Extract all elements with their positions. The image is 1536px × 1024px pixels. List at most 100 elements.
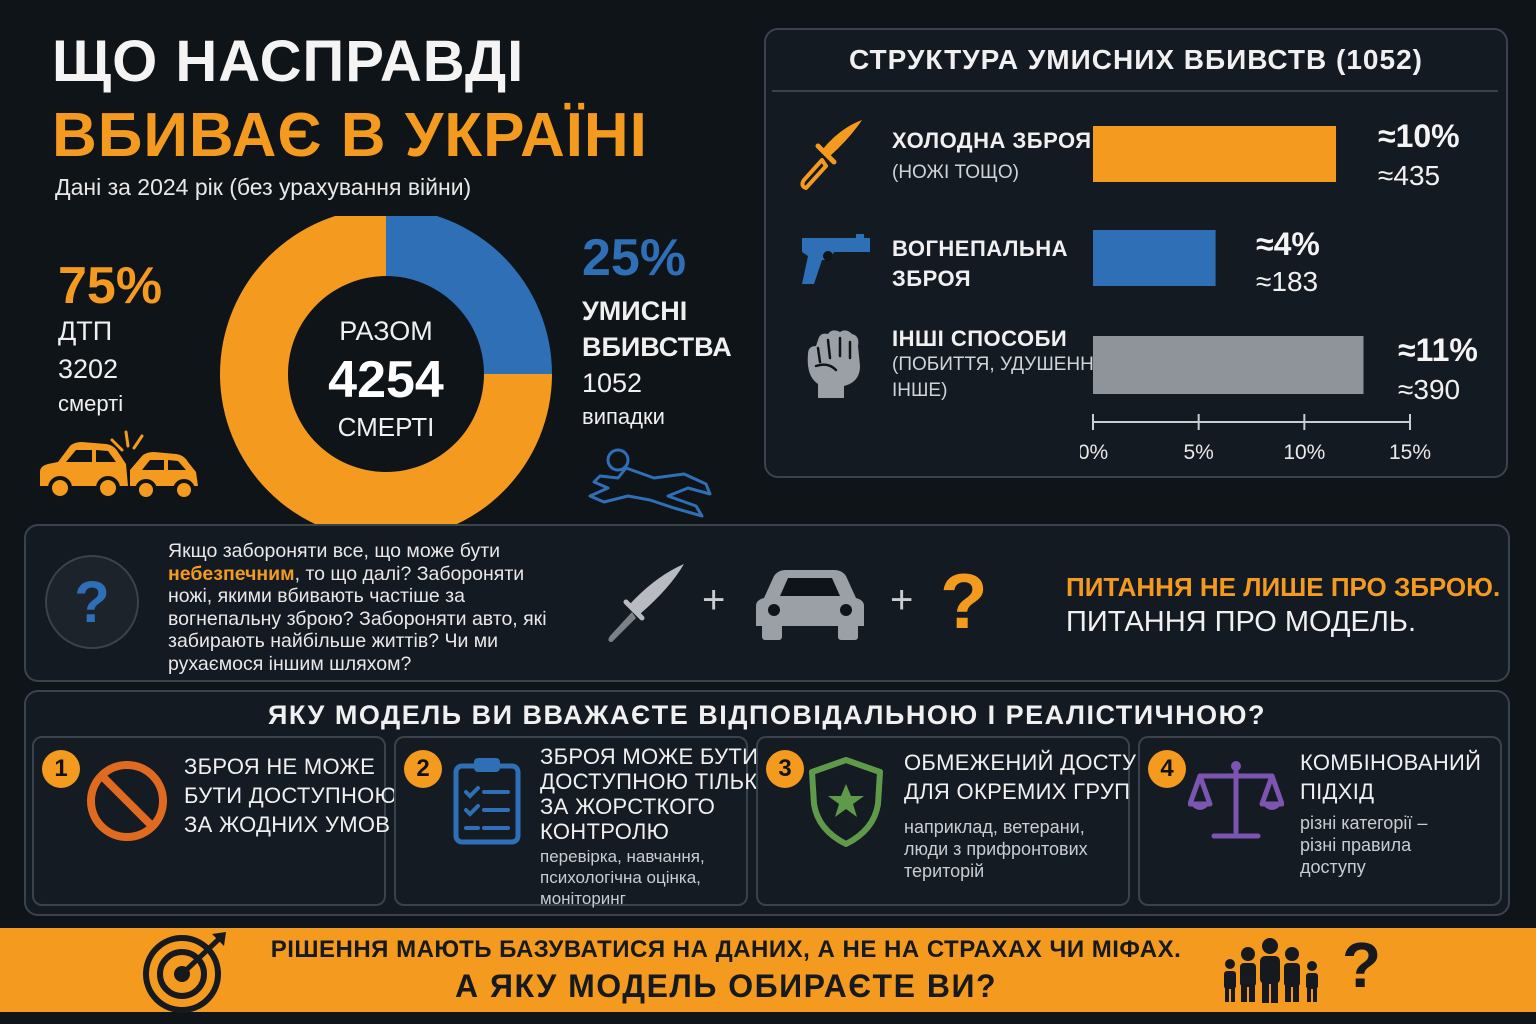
- model-note-3: наприклад, ветерани, люди з прифронтових…: [904, 816, 1088, 882]
- model-number-4: 4: [1148, 750, 1186, 788]
- model-note-2: перевірка, навчання, психологічна оцінка…: [540, 846, 705, 909]
- pistol-icon: [802, 234, 870, 284]
- model-title-2-line1: ЗБРОЯ МОЖЕ БУТИ: [540, 744, 759, 769]
- shield-star-icon: [809, 757, 883, 847]
- value-percent-other: ≈11%: [1398, 332, 1478, 368]
- bar-firearms: [1093, 230, 1216, 286]
- value-count-firearms: ≈183: [1256, 266, 1319, 297]
- model-note-4: різні категорії – різні правила доступу: [1300, 812, 1427, 878]
- homicide-unit: випадки: [582, 404, 665, 429]
- svg-text:?: ?: [74, 570, 109, 635]
- target-icon: [143, 932, 226, 1013]
- x-axis-tick-label: 10%: [1283, 441, 1325, 464]
- message-line2: ПИТАННЯ ПРО МОДЕЛЬ.: [1066, 606, 1417, 638]
- road-unit: смерті: [58, 391, 124, 416]
- value-count-cold-weapons: ≈435: [1378, 160, 1441, 191]
- model-title-3-line2: ДЛЯ ОКРЕМИХ ГРУП: [904, 779, 1131, 804]
- message-line1: ПИТАННЯ НЕ ЛИШЕ ПРО ЗБРОЮ.: [1066, 572, 1501, 602]
- donut-segment-road: [220, 216, 552, 532]
- question-circle-icon: ?: [45, 555, 139, 649]
- checklist-icon: [453, 758, 521, 845]
- donut-total-value: 4254: [328, 351, 444, 409]
- bar-cold-weapons: [1093, 126, 1337, 182]
- category-label-other: ІНШІ СПОСОБИ: [892, 326, 1068, 351]
- scales-icon: [1188, 761, 1284, 839]
- model-title-3: ОБМЕЖЕНИЙ ДОСТУП ДЛЯ ОКРЕМИХ ГРУП: [904, 748, 1152, 806]
- homicide-percent: 25%: [582, 229, 687, 287]
- knife-icon: [800, 120, 862, 190]
- body-outline-icon: [588, 448, 712, 518]
- model-number-1: 1: [42, 750, 80, 788]
- model-number-3: 3: [766, 750, 804, 788]
- value-percent-cold-weapons: ≈10%: [1378, 118, 1460, 154]
- x-axis-tick-label: 15%: [1389, 441, 1431, 464]
- model-note-3-line3: територій: [904, 861, 985, 881]
- x-axis-tick-label: 0%: [1080, 441, 1108, 464]
- model-note-2-line1: перевірка, навчання,: [540, 847, 705, 866]
- model-note-2-line2: психологічна оцінка,: [540, 868, 701, 887]
- model-title-1-line2: БУТИ ДОСТУПНОЮ: [184, 783, 398, 808]
- donut-total-label: РАЗОМ: [339, 316, 433, 346]
- model-number-2: 2: [404, 750, 442, 788]
- model-title-1: ЗБРОЯ НЕ МОЖЕ БУТИ ДОСТУПНОЮ ЗА ЖОДНИХ У…: [184, 752, 397, 839]
- knife-gray-icon: [608, 564, 684, 642]
- homicide-label-line2: ВБИВСТВА: [582, 332, 732, 362]
- model-note-3-line1: наприклад, ветерани,: [904, 817, 1085, 837]
- homicide-count: 1052: [582, 368, 643, 398]
- road-percent: 75%: [58, 257, 163, 315]
- question-mark-orange: ?: [940, 557, 988, 645]
- model-title-2-line2: ДОСТУПНОЮ ТІЛЬКИ: [540, 769, 774, 794]
- category-sub-other-line2: ІНШЕ): [892, 380, 948, 401]
- category-sub-cold-weapons: (НОЖІ ТОЩО): [892, 162, 1019, 183]
- model-title-3-line1: ОБМЕЖЕНИЙ ДОСТУП: [904, 750, 1153, 775]
- homicide-label-line1: УМИСНІ: [582, 296, 688, 326]
- car-crash-icon: [40, 430, 198, 501]
- donut-segment-homicide: [386, 216, 552, 374]
- model-title-2: ЗБРОЯ МОЖЕ БУТИ ДОСТУПНОЮ ТІЛЬКИ ЗА ЖОРС…: [540, 744, 774, 844]
- model-card-2[interactable]: [394, 736, 748, 906]
- model-note-4-line1: різні категорії –: [1300, 813, 1428, 833]
- model-note-3-line2: люди з прифронтових: [904, 839, 1088, 859]
- model-title-1-line1: ЗБРОЯ НЕ МОЖЕ: [184, 754, 376, 779]
- fist-icon: [807, 330, 860, 398]
- model-title-2-line4: КОНТРОЛЮ: [540, 819, 670, 844]
- model-note-4-line3: доступу: [1300, 857, 1366, 877]
- category-sub-other-line1: (ПОБИТТЯ, УДУШЕННЯ,: [892, 354, 1113, 375]
- road-label: ДТП: [58, 316, 113, 346]
- model-card-3[interactable]: [756, 736, 1130, 906]
- models-title: ЯКУ МОДЕЛЬ ВИ ВВАЖАЄТЕ ВІДПОВІДАЛЬНОЮ І …: [268, 700, 1266, 730]
- page-title-line2: ВБИВАЄ В УКРАЇНІ: [52, 101, 648, 170]
- plus-sign-1: +: [702, 578, 726, 622]
- car-icon: [756, 570, 864, 640]
- model-title-2-line3: ЗА ЖОРСТКОГО: [540, 794, 716, 819]
- category-sub-firearms: ЗБРОЯ: [892, 266, 972, 291]
- model-card-1[interactable]: [32, 736, 386, 906]
- footer-line2: А ЯКУ МОДЕЛЬ ОБИРАЄТЕ ВИ?: [455, 968, 997, 1004]
- model-title-4-line2: ПІДХІД: [1300, 779, 1375, 804]
- structure-divider: [772, 90, 1498, 92]
- question-text-b: , то що далі? Забороняти ножі, якими вби…: [168, 562, 547, 675]
- prohibited-icon: [87, 761, 167, 841]
- model-note-2-line3: моніторинг: [540, 889, 626, 908]
- x-axis-tick-label: 5%: [1183, 441, 1213, 464]
- page-title-line1: ЩО НАСПРАВДІ: [52, 29, 525, 94]
- value-percent-firearms: ≈4%: [1256, 226, 1320, 262]
- footer-line1: РІШЕННЯ МАЮТЬ БАЗУВАТИСЯ НА ДАНИХ, А НЕ …: [270, 936, 1182, 963]
- model-title-4: КОМБІНОВАНИЙ ПІДХІД: [1300, 748, 1481, 806]
- family-icon: [1224, 938, 1318, 1003]
- category-label-firearms: ВОГНЕПАЛЬНА: [892, 236, 1068, 261]
- model-card-4[interactable]: [1138, 736, 1502, 906]
- value-count-other: ≈390: [1398, 374, 1461, 405]
- road-count: 3202: [58, 354, 119, 384]
- plus-sign-2: +: [890, 578, 914, 622]
- model-title-1-line3: ЗА ЖОДНИХ УМОВ: [184, 812, 391, 837]
- structure-title: СТРУКТУРА УМИСНИХ ВБИВСТВ (1052): [849, 44, 1423, 75]
- page-subtitle: Дані за 2024 рік (без урахування війни): [55, 174, 472, 200]
- bar-other: [1093, 336, 1364, 394]
- model-note-4-line2: різні правила: [1300, 835, 1412, 855]
- question-text: Якщо забороняти все, що може бути небезп…: [168, 540, 568, 675]
- question-text-highlight: небезпечним: [168, 562, 295, 585]
- question-text-a: Якщо забороняти все, що може бути: [168, 540, 501, 562]
- footer-question-mark: ?: [1342, 929, 1382, 1001]
- donut-total-unit: СМЕРТІ: [337, 412, 435, 442]
